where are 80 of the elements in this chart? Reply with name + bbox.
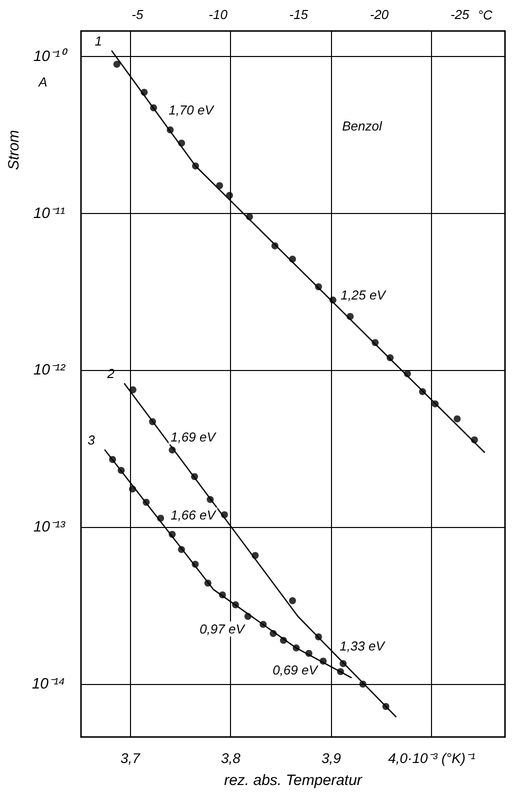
- point: [220, 511, 228, 518]
- point: [270, 630, 277, 638]
- text: A: [38, 74, 48, 90]
- x2-axis-title: °C: [478, 8, 494, 22]
- point: [150, 104, 158, 112]
- point: [178, 546, 185, 554]
- x2-tick-label: -25: [450, 7, 470, 22]
- point: [432, 400, 439, 408]
- x-axis-title: rez. abs. Temperatur: [224, 772, 363, 789]
- y-tick-label: 10⁻¹³: [33, 518, 66, 536]
- point: [419, 388, 426, 396]
- point: [168, 530, 176, 538]
- point: [315, 283, 322, 290]
- y-tick-label: 10⁻¹²: [33, 362, 66, 379]
- x2-tick-label: -10: [208, 7, 228, 22]
- point: [289, 256, 296, 263]
- annotation: 1,66 eV: [170, 508, 217, 522]
- y-tick-label: 10⁻¹¹: [33, 204, 65, 222]
- point: [315, 633, 322, 640]
- annotation: 1,70 eV: [168, 102, 215, 118]
- point: [142, 498, 150, 506]
- x-tick-label: 3,7: [120, 750, 142, 766]
- x2-tick-label: -15: [289, 7, 309, 22]
- point: [260, 620, 267, 628]
- point: [386, 354, 394, 362]
- point: [178, 140, 186, 147]
- point: [470, 436, 478, 444]
- point: [340, 660, 347, 668]
- point: [246, 213, 253, 220]
- point: [192, 162, 200, 170]
- point: [192, 560, 199, 568]
- point: [252, 552, 259, 559]
- series-label: 1: [94, 34, 102, 49]
- annotation: Benzol: [342, 118, 383, 134]
- x2-tick-label: -20: [370, 7, 390, 22]
- point: [191, 473, 198, 480]
- point: [305, 650, 312, 657]
- point: [129, 386, 136, 394]
- point: [359, 680, 366, 688]
- point: [129, 485, 136, 492]
- annotation: 1,33 eV: [340, 638, 386, 654]
- point: [226, 192, 233, 199]
- point: [382, 702, 390, 710]
- annotation: 0,69 eV: [272, 662, 319, 678]
- point: [292, 644, 300, 652]
- point: [244, 612, 252, 620]
- point: [140, 88, 148, 96]
- point: [206, 496, 214, 503]
- point: [157, 514, 164, 522]
- point: [404, 370, 411, 378]
- point: [232, 601, 240, 608]
- point: [320, 658, 327, 665]
- x-tick-label: 3,8: [220, 750, 241, 766]
- x-tick-label: 4,0·10⁻³ (°K)⁻¹: [388, 750, 476, 766]
- annotation: 0,97 eV: [200, 622, 246, 636]
- point: [218, 591, 226, 598]
- point: [329, 296, 336, 304]
- point: [113, 60, 120, 68]
- point: [109, 456, 116, 463]
- y-tick-label: 10⁻¹⁰: [33, 48, 68, 65]
- point: [168, 446, 176, 454]
- annotation: 1,25 eV: [340, 288, 387, 302]
- point: [372, 339, 379, 346]
- point: [454, 415, 461, 422]
- y-tick-label: 10⁻¹⁴: [32, 676, 65, 693]
- x-tick-label: 3,9: [321, 750, 342, 766]
- point: [337, 668, 344, 676]
- point: [166, 126, 174, 134]
- point: [216, 182, 224, 190]
- point: [346, 312, 354, 320]
- y-axis-title: Strom: [6, 130, 22, 170]
- point: [204, 580, 212, 587]
- series-label: 3: [88, 432, 96, 448]
- point: [271, 242, 278, 250]
- point: [118, 466, 125, 474]
- x2-tick-label: -5: [132, 7, 144, 22]
- point: [280, 636, 287, 644]
- point: [149, 418, 156, 426]
- annotation: 1,69 eV: [170, 430, 217, 444]
- point: [289, 597, 296, 604]
